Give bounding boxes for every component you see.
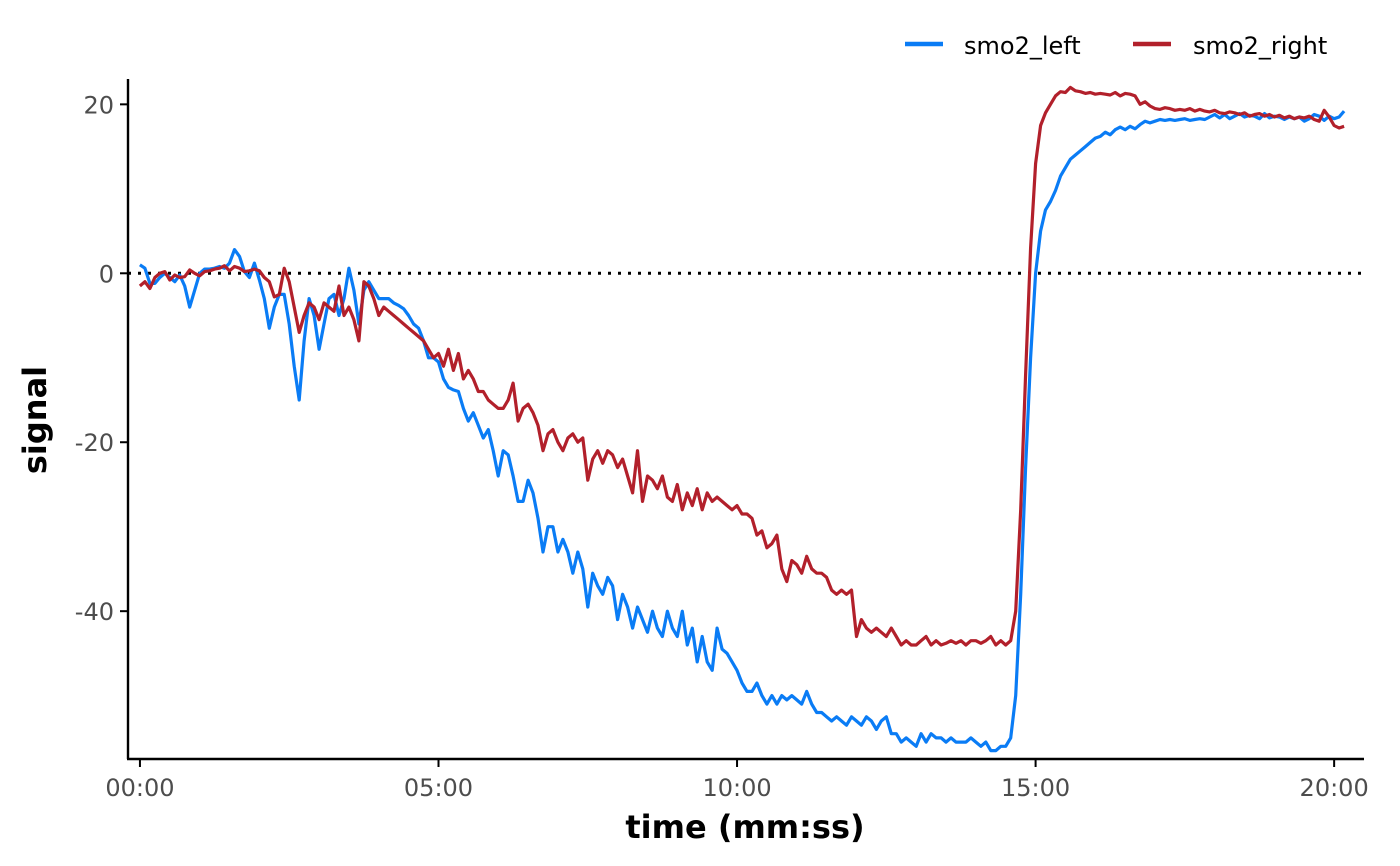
x-axis-ticks: 00:00 05:00 10:00 15:00 20:00 bbox=[105, 759, 1369, 802]
legend: smo2_left smo2_right bbox=[905, 32, 1327, 60]
x-axis-title: time (mm:ss) bbox=[625, 808, 864, 846]
y-tick-label: -20 bbox=[75, 429, 114, 457]
legend-label-smo2-right: smo2_right bbox=[1193, 32, 1327, 60]
y-tick-label: 20 bbox=[83, 91, 114, 119]
x-tick-label: 15:00 bbox=[1001, 774, 1070, 802]
x-tick-label: 00:00 bbox=[105, 774, 174, 802]
y-tick-label: -40 bbox=[75, 598, 114, 626]
y-axis-title: signal bbox=[16, 366, 54, 474]
x-tick-label: 10:00 bbox=[702, 774, 771, 802]
x-tick-label: 20:00 bbox=[1300, 774, 1369, 802]
series-line-smo2-right bbox=[138, 85, 1345, 647]
legend-label-smo2-left: smo2_left bbox=[964, 32, 1081, 60]
y-tick-label: 0 bbox=[99, 260, 114, 288]
x-tick-label: 05:00 bbox=[404, 774, 473, 802]
y-axis-ticks: 20 0 -20 -40 bbox=[75, 91, 128, 626]
series-layer bbox=[138, 85, 1346, 753]
series-line-smo2-left bbox=[139, 110, 1346, 753]
